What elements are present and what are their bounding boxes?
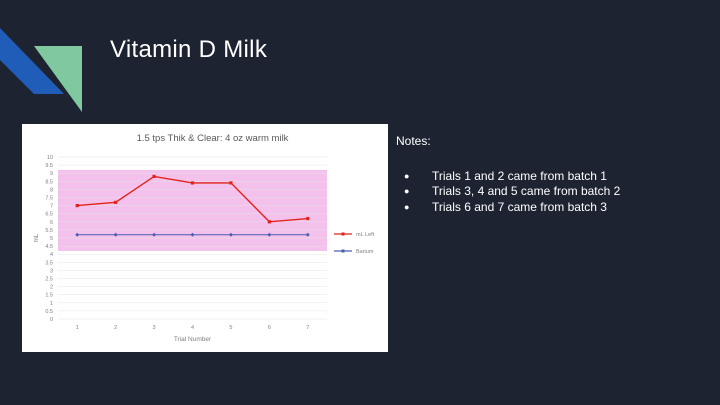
y-tick-label: 7 (50, 204, 53, 210)
x-tick-label: 1 (76, 325, 79, 331)
x-tick-label: 7 (306, 325, 309, 331)
notes-item-text: Trials 3, 4 and 5 came from batch 2 (432, 184, 621, 198)
data-point (114, 200, 118, 204)
legend-marker (341, 249, 345, 253)
corner-decoration (0, 28, 82, 112)
y-tick-label: 9 (50, 171, 53, 177)
y-tick-label: 7.5 (45, 196, 53, 202)
notes-item: ● Trials 6 and 7 came from batch 3 (396, 199, 620, 214)
data-point (306, 216, 310, 221)
notes-panel: Notes: ● Trials 1 and 2 came from batch 1… (396, 134, 620, 215)
data-point (305, 232, 310, 237)
x-axis-label: Trial Number (174, 336, 212, 343)
y-tick-label: 5.5 (45, 228, 53, 234)
x-tick-label: 6 (268, 325, 271, 331)
y-tick-label: 2 (50, 285, 53, 291)
notes-list: ● Trials 1 and 2 came from batch 1 ● Trial… (396, 168, 620, 214)
y-tick-label: 9.5 (45, 163, 53, 169)
notes-item-text: Trials 1 and 2 came from batch 1 (432, 168, 607, 183)
bullet-icon: ● (404, 186, 410, 196)
data-point (113, 232, 118, 237)
chart-title: 1.5 tps Thik & Clear: 4 oz warm milk (137, 133, 289, 144)
data-point (190, 232, 195, 237)
y-tick-label: 1 (50, 301, 53, 307)
y-tick-label: 3 (50, 268, 53, 274)
green-accent-shape (34, 46, 82, 112)
bullet-icon: ● (404, 201, 410, 212)
data-point (75, 232, 80, 237)
y-tick-label: 6 (50, 220, 53, 226)
data-point (228, 232, 233, 237)
y-tick-label: 5 (50, 236, 53, 242)
notes-item: ● Trials 1 and 2 came from batch 1 (396, 168, 620, 183)
y-tick-label: 3.5 (45, 260, 53, 266)
y-tick-label: 1.5 (45, 293, 53, 299)
notes-item-text: Trials 6 and 7 came from batch 3 (432, 199, 607, 214)
data-point (267, 220, 271, 224)
x-tick-label: 2 (114, 325, 117, 331)
y-axis-label: mL (33, 233, 40, 242)
x-tick-label: 3 (153, 325, 156, 331)
line-chart: 1.5 tps Thik & Clear: 4 oz warm milk 0 0.5… (33, 133, 375, 343)
legend-label: Barium (356, 249, 374, 255)
legend-marker (341, 232, 345, 236)
data-point (229, 181, 233, 185)
y-tick-label: 2.5 (45, 277, 53, 283)
y-tick-label: 8 (50, 187, 53, 193)
y-tick-label: 6.5 (45, 212, 53, 218)
chart-panel: 1.5 tps Thik & Clear: 4 oz warm milk 0 0.5… (22, 124, 388, 352)
data-point (190, 181, 195, 185)
y-tick-label: 10 (47, 155, 53, 161)
legend-label: mL Left (356, 232, 375, 238)
slide-title: Vitamin D Milk (110, 36, 268, 63)
y-tick-label: 4.5 (45, 244, 53, 250)
notes-item: ● Trials 3, 4 and 5 came from batch 2 (396, 184, 620, 199)
data-point (152, 232, 157, 237)
bullet-icon: ● (404, 170, 410, 181)
y-tick-label: 8.5 (45, 179, 53, 185)
blue-accent-shape (0, 28, 64, 94)
x-tick-label: 4 (191, 325, 194, 331)
y-tick-label: 4 (50, 252, 53, 258)
data-point (152, 174, 156, 179)
y-tick-label: 0 (50, 317, 53, 323)
x-tick-label: 5 (229, 325, 232, 331)
notes-heading: Notes: (396, 134, 431, 148)
data-point (75, 204, 79, 208)
data-point (267, 232, 272, 237)
y-tick-label: 0.5 (45, 309, 53, 315)
